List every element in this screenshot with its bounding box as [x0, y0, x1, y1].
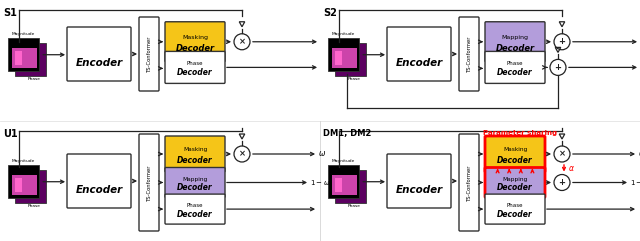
FancyBboxPatch shape	[485, 136, 545, 172]
Text: Encoder: Encoder	[396, 58, 443, 68]
Text: +: +	[559, 178, 566, 187]
Text: Phase: Phase	[348, 77, 361, 81]
FancyBboxPatch shape	[67, 154, 131, 208]
Text: Decoder: Decoder	[177, 210, 213, 219]
Text: Decoder: Decoder	[497, 156, 533, 165]
Text: Parameter sharing: Parameter sharing	[483, 130, 557, 136]
FancyBboxPatch shape	[165, 51, 225, 83]
Text: Masking: Masking	[503, 147, 527, 152]
Text: Phase: Phase	[187, 203, 204, 208]
FancyBboxPatch shape	[165, 22, 225, 62]
Text: Mapping: Mapping	[182, 177, 207, 182]
FancyBboxPatch shape	[485, 167, 545, 198]
Text: Decoder: Decoder	[497, 210, 533, 219]
Text: Decoder: Decoder	[497, 183, 533, 192]
Bar	[15, 51, 22, 65]
Text: Decoder: Decoder	[177, 68, 213, 77]
FancyBboxPatch shape	[485, 194, 545, 224]
Text: ×: ×	[559, 149, 566, 159]
Text: ×: ×	[239, 37, 246, 46]
Text: TS-Conformer: TS-Conformer	[467, 164, 472, 201]
Text: $\alpha$: $\alpha$	[568, 164, 575, 173]
Text: TS-Conformer: TS-Conformer	[147, 164, 152, 201]
Text: Masking: Masking	[183, 147, 207, 152]
Text: Phase: Phase	[28, 77, 41, 81]
Text: $1-\omega$: $1-\omega$	[310, 178, 331, 187]
Bar	[335, 43, 366, 76]
Text: Magnitude: Magnitude	[332, 159, 355, 163]
Text: Masking: Masking	[182, 35, 208, 40]
Bar	[332, 174, 356, 195]
Text: Encoder: Encoder	[396, 185, 443, 195]
Bar	[12, 174, 36, 195]
FancyBboxPatch shape	[139, 17, 159, 91]
Text: S1: S1	[3, 8, 17, 18]
Text: $1-\omega$: $1-\omega$	[630, 178, 640, 187]
Bar	[12, 47, 36, 68]
FancyBboxPatch shape	[387, 27, 451, 81]
Bar	[335, 178, 342, 192]
FancyBboxPatch shape	[485, 22, 545, 62]
Bar	[15, 43, 46, 76]
Text: TS-Conformer: TS-Conformer	[147, 36, 152, 72]
Text: Phase: Phase	[507, 61, 524, 66]
FancyBboxPatch shape	[459, 17, 479, 91]
Bar	[335, 51, 342, 65]
Text: $\omega$: $\omega$	[638, 149, 640, 159]
Text: Phase: Phase	[187, 61, 204, 66]
Text: Phase: Phase	[507, 203, 524, 208]
Text: $\omega$: $\omega$	[318, 149, 326, 159]
Text: S2: S2	[323, 8, 337, 18]
Bar	[15, 170, 46, 203]
FancyBboxPatch shape	[67, 27, 131, 81]
Text: Decoder: Decoder	[177, 156, 213, 165]
FancyBboxPatch shape	[485, 51, 545, 83]
FancyBboxPatch shape	[165, 167, 225, 198]
Bar	[8, 165, 39, 198]
Text: Magnitude: Magnitude	[332, 32, 355, 36]
Text: Decoder: Decoder	[495, 44, 534, 53]
Text: Magnitude: Magnitude	[12, 159, 35, 163]
Text: +: +	[554, 63, 561, 72]
Text: Encoder: Encoder	[76, 58, 123, 68]
Bar	[335, 170, 366, 203]
Bar	[8, 38, 39, 71]
Bar	[328, 38, 359, 71]
Text: Decoder: Decoder	[497, 68, 533, 77]
FancyBboxPatch shape	[165, 194, 225, 224]
Bar	[15, 178, 22, 192]
Bar	[332, 47, 356, 68]
Text: +: +	[559, 37, 566, 46]
Text: ×: ×	[239, 149, 246, 159]
FancyBboxPatch shape	[459, 134, 479, 231]
Text: Mapping: Mapping	[502, 177, 527, 182]
FancyBboxPatch shape	[165, 136, 225, 172]
Text: Mapping: Mapping	[502, 35, 529, 40]
Text: Phase: Phase	[348, 204, 361, 208]
FancyBboxPatch shape	[139, 134, 159, 231]
Bar	[328, 165, 359, 198]
FancyBboxPatch shape	[387, 154, 451, 208]
Text: Encoder: Encoder	[76, 185, 123, 195]
Text: Magnitude: Magnitude	[12, 32, 35, 36]
Text: Decoder: Decoder	[175, 44, 214, 53]
Text: Decoder: Decoder	[177, 183, 213, 192]
Text: TS-Conformer: TS-Conformer	[467, 36, 472, 72]
Text: Phase: Phase	[28, 204, 41, 208]
Text: DM1, DM2: DM1, DM2	[323, 129, 371, 138]
Text: U1: U1	[3, 129, 18, 139]
